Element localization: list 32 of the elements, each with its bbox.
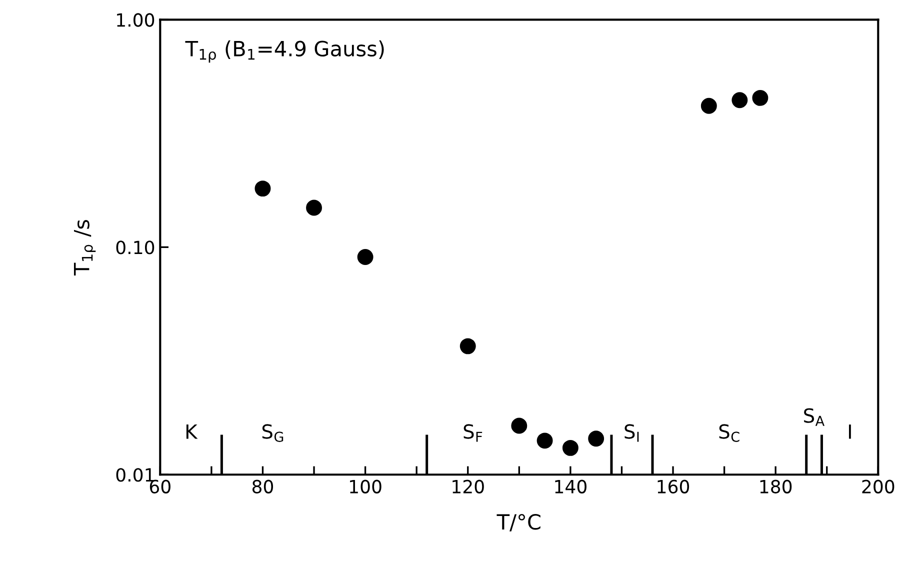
annotation: I bbox=[848, 424, 851, 439]
annotation: S$_{F}$ bbox=[464, 424, 482, 442]
x-tick-label: 80 bbox=[252, 480, 274, 494]
x-tick-label: 60 bbox=[150, 480, 170, 494]
y-tick-label: 0.10 bbox=[116, 240, 154, 254]
point bbox=[732, 92, 748, 108]
point bbox=[588, 430, 604, 447]
y-tick-label: 0.01 bbox=[116, 468, 154, 482]
x-tick-label: 120 bbox=[452, 480, 484, 494]
annotation: T$_{1ρ}$ (B$_{1}$=4.9 Gauss) bbox=[185, 40, 384, 63]
point bbox=[536, 432, 553, 449]
annotation: S$_{C}$ bbox=[719, 424, 740, 442]
point bbox=[511, 418, 528, 434]
annotation: S$_{G}$ bbox=[262, 424, 284, 442]
x-tick-label: 200 bbox=[862, 480, 894, 494]
x-tick-label: 160 bbox=[658, 480, 690, 494]
point bbox=[752, 90, 768, 106]
x-tick-label: 100 bbox=[350, 480, 382, 494]
point bbox=[254, 180, 271, 197]
point bbox=[460, 338, 476, 354]
point bbox=[700, 98, 717, 114]
annotation: K bbox=[186, 424, 198, 439]
y-axis-title: T$_{1ρ}$ /s bbox=[74, 220, 96, 276]
x-tick-label: 140 bbox=[555, 480, 586, 494]
annotation: S$_{I}$ bbox=[624, 424, 639, 442]
point bbox=[562, 440, 578, 456]
point bbox=[357, 249, 374, 265]
x-tick-label: 180 bbox=[760, 480, 792, 494]
y-tick-label: 1.00 bbox=[117, 13, 154, 27]
point bbox=[306, 200, 322, 216]
annotation: S$_{A}$ bbox=[804, 408, 824, 426]
x-axis-title: T/°C bbox=[496, 514, 540, 532]
